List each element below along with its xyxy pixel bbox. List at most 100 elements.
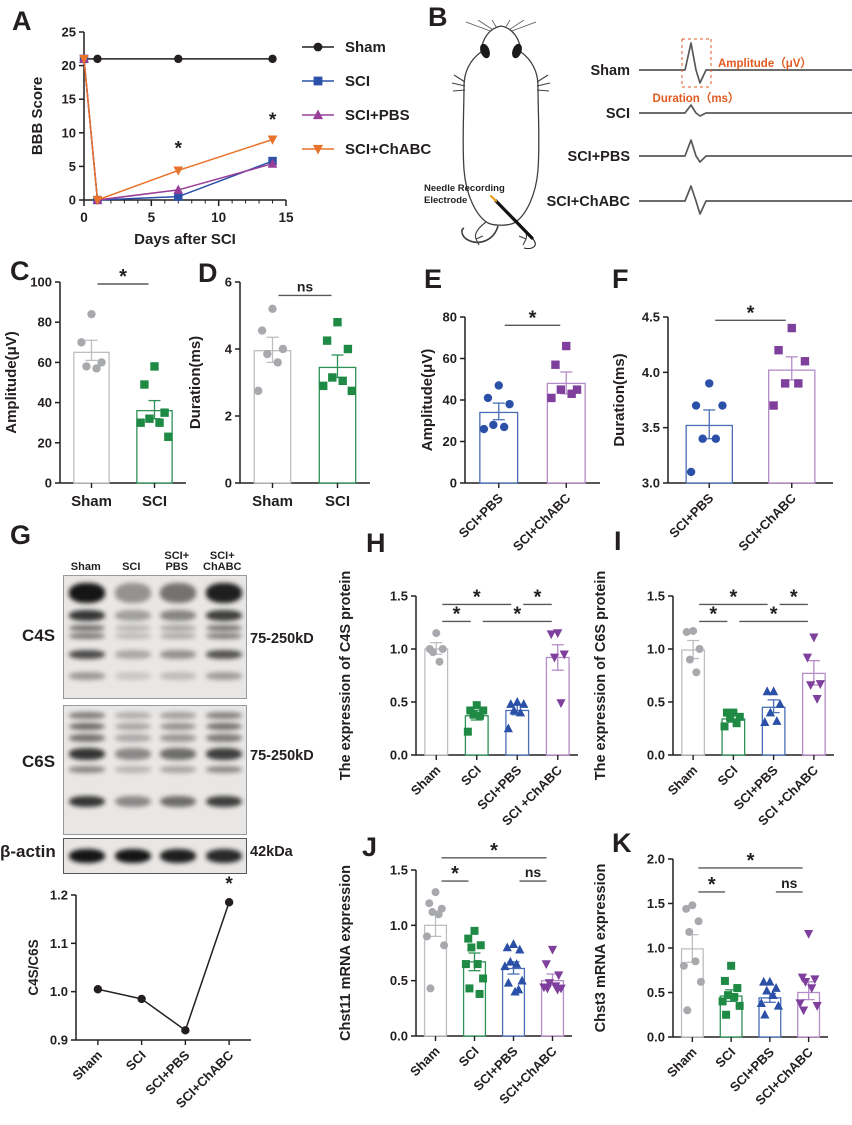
amplitude-pbs-chabc-chart: 0 20 40 60 80 Amplitude(μV) SCI+PBS SCI+ChABC *: [419, 258, 612, 562]
svg-text:60: 60: [38, 355, 52, 370]
panel-d-letter: D: [198, 258, 218, 288]
svg-text:0.0: 0.0: [647, 1030, 665, 1045]
svg-text:0.0: 0.0: [390, 748, 408, 763]
electrode-label-line2: Electrode: [424, 194, 468, 206]
svg-text:SCI+ChABC: SCI+ChABC: [735, 490, 799, 554]
legend-item: SCI+ChABC: [300, 132, 440, 166]
svg-text:SCI+PBS: SCI+PBS: [568, 149, 631, 165]
svg-text:C4S/C6S: C4S/C6S: [26, 939, 41, 995]
blot-row-label-c4s: C4S: [22, 626, 56, 645]
c4s-protein-expression-chart: 0.0 0.5 1.0 1.5 The expression of C4S protei…: [330, 546, 582, 833]
electrode-label-line1: Needle Recording: [424, 183, 505, 194]
svg-text:*: *: [709, 603, 717, 625]
svg-text:0: 0: [80, 210, 88, 225]
blot-size-label-c6s: 75-250kD: [250, 748, 314, 764]
panel-f-letter: F: [612, 264, 629, 294]
svg-text:4: 4: [225, 342, 233, 357]
svg-text:*: *: [269, 110, 277, 131]
svg-text:1.0: 1.0: [647, 642, 665, 657]
svg-text:The expression of C4S protein: The expression of C4S protein: [338, 571, 354, 781]
svg-text:1.0: 1.0: [50, 984, 68, 999]
svg-text:80: 80: [443, 310, 457, 325]
svg-text:20: 20: [38, 435, 52, 450]
svg-text:2: 2: [225, 409, 232, 424]
svg-text:*: *: [513, 603, 521, 625]
svg-text:0.0: 0.0: [390, 1029, 408, 1044]
blot-lane-labels: Sham SCI SCI+ PBS SCI+ ChABC: [63, 546, 245, 574]
svg-text:Chst3 mRNA expression: Chst3 mRNA expression: [593, 864, 609, 1033]
svg-text:SCI: SCI: [123, 1048, 149, 1074]
svg-text:BBB Score: BBB Score: [29, 77, 46, 155]
svg-text:*: *: [225, 874, 233, 895]
svg-text:Sham: Sham: [71, 493, 112, 510]
svg-text:1.5: 1.5: [390, 863, 408, 878]
panel-c-letter: C: [10, 256, 30, 286]
svg-text:0: 0: [45, 476, 52, 491]
blot-image-2: [63, 838, 247, 874]
svg-text:60: 60: [443, 351, 457, 366]
legend-label: Sham: [345, 38, 386, 56]
svg-text:0.5: 0.5: [390, 695, 408, 710]
svg-text:Chst11 mRNA expression: Chst11 mRNA expression: [338, 865, 354, 1041]
legend-label: SCI+PBS: [345, 106, 410, 124]
duration-sham-sci-chart: 0 2 4 6 Duration(ms) Sham SCI ns: [186, 256, 378, 528]
panel-g-letter: G: [10, 520, 32, 550]
svg-text:20: 20: [443, 434, 457, 449]
blot-size-label-c4s: 75-250kD: [250, 631, 314, 647]
svg-text:0.5: 0.5: [647, 695, 665, 710]
svg-text:*: *: [490, 840, 498, 862]
chst3-mrna-chart: 0.0 0.5 1.0 1.5 2.0 Chst3 mRNA expression Sham…: [585, 832, 842, 1124]
svg-text:Sham: Sham: [69, 1048, 105, 1084]
legend-label: SCI: [345, 72, 371, 90]
svg-text:Sham: Sham: [665, 763, 701, 799]
svg-text:*: *: [770, 603, 778, 625]
svg-text:0.5: 0.5: [647, 985, 665, 1000]
svg-text:Sham: Sham: [664, 1045, 700, 1081]
western-blot-block: Sham SCI SCI+ PBS SCI+ ChABC: [63, 546, 247, 874]
chst11-mrna-chart: 0.0 0.5 1.0 1.5 Chst11 mRNA expression Sham SC…: [330, 832, 582, 1124]
blot-lane-label: SCI+ ChABC: [203, 549, 242, 574]
svg-text:*: *: [451, 863, 459, 885]
svg-text:*: *: [534, 586, 542, 608]
panel-h-letter: H: [366, 528, 386, 558]
svg-text:40: 40: [443, 393, 457, 408]
svg-text:*: *: [747, 850, 755, 872]
svg-text:2.0: 2.0: [647, 852, 665, 867]
svg-text:Days after SCI: Days after SCI: [134, 231, 236, 248]
svg-text:SCI: SCI: [325, 493, 350, 510]
svg-text:Amplitude(μV): Amplitude(μV): [420, 349, 436, 452]
panel-i-letter: I: [614, 526, 622, 556]
svg-text:4.5: 4.5: [642, 310, 660, 325]
svg-text:*: *: [747, 302, 755, 324]
emg-waveforms: Sham Amplitude（μV） Duration（ms） SCI SCI+PBS S…: [535, 25, 852, 235]
svg-text:Sham: Sham: [408, 763, 444, 799]
mouse-diagram: [436, 19, 566, 252]
svg-text:1.2: 1.2: [50, 888, 68, 903]
svg-text:3.0: 3.0: [642, 476, 660, 491]
svg-text:ns: ns: [781, 875, 798, 891]
svg-text:1.0: 1.0: [390, 918, 408, 933]
legend-label: SCI+ChABC: [345, 140, 432, 158]
svg-text:*: *: [119, 266, 127, 288]
svg-text:4.0: 4.0: [642, 365, 660, 380]
svg-text:Amplitude（μV）: Amplitude（μV）: [718, 56, 812, 70]
svg-text:Duration（ms）: Duration（ms）: [653, 91, 740, 105]
blot-lane-label: SCI: [122, 561, 141, 574]
svg-text:1.5: 1.5: [647, 896, 665, 911]
svg-text:Amplitude(μV): Amplitude(μV): [3, 331, 20, 434]
svg-text:ns: ns: [297, 278, 314, 294]
svg-text:0: 0: [225, 476, 232, 491]
svg-text:*: *: [708, 874, 716, 896]
svg-text:1.1: 1.1: [50, 936, 68, 951]
svg-text:1.0: 1.0: [390, 642, 408, 657]
blot-size-label-actin: 42kDa: [250, 844, 293, 860]
bbb-score-legend: Sham SCI SCI+PBS SCI+ChABC: [300, 30, 440, 166]
svg-text:0: 0: [450, 476, 457, 491]
svg-text:SCI+ChABC: SCI+ChABC: [510, 490, 574, 554]
svg-text:Sham: Sham: [591, 63, 631, 79]
panel-j-letter: J: [362, 832, 378, 862]
svg-text:*: *: [790, 586, 798, 608]
svg-text:0: 0: [69, 193, 76, 208]
amplitude-sham-sci-chart: 0 20 40 60 80 100 Amplitude(μV) Sham SCI *: [0, 256, 200, 528]
panel-b-letter: B: [428, 2, 448, 32]
